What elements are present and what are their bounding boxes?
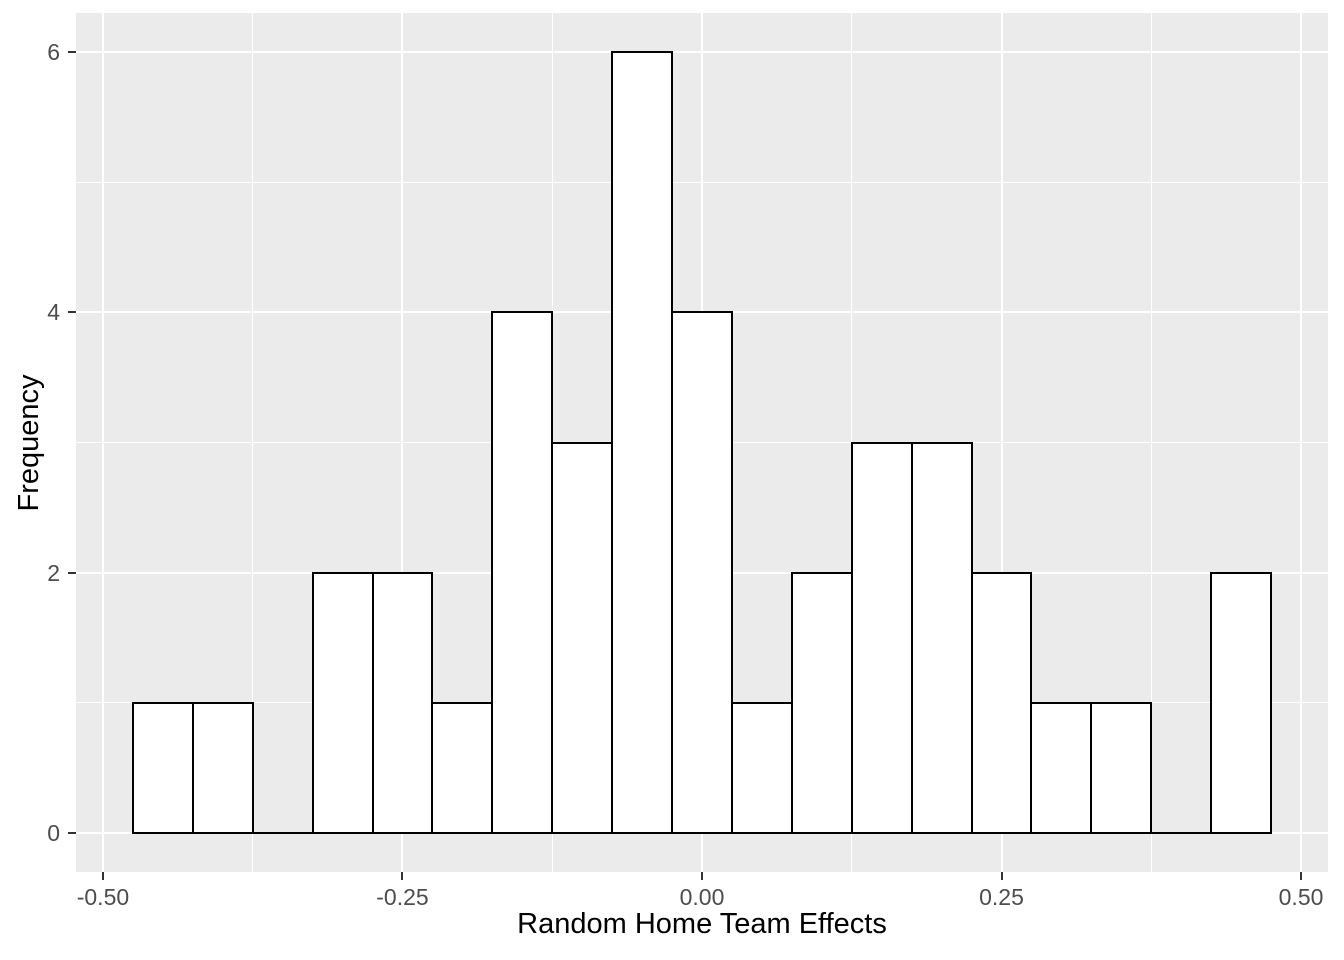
y-tick-label: 0 (47, 819, 60, 846)
y-axis-title: Frequency (13, 374, 45, 512)
histogram-bar (970, 571, 1033, 834)
plot-panel (76, 13, 1328, 872)
histogram-bar (431, 701, 494, 834)
y-tick-label: 6 (47, 39, 60, 66)
x-tick-label: 0.00 (679, 884, 725, 910)
x-axis-tick (1300, 872, 1303, 880)
x-tick-label: 0.25 (979, 884, 1024, 910)
histogram-bar (910, 441, 973, 834)
histogram-bar (1210, 571, 1273, 834)
x-axis-tick (101, 872, 104, 880)
x-axis-tick (701, 872, 703, 880)
histogram-bar (790, 571, 853, 834)
histogram-bar (671, 311, 733, 834)
histogram-bar (191, 701, 254, 834)
gridline-x-major (101, 13, 104, 872)
y-axis-tick (68, 311, 76, 314)
histogram-bar (131, 701, 194, 834)
x-tick-label: -0.50 (76, 884, 130, 910)
histogram-bar (611, 51, 674, 834)
y-axis-tick (68, 571, 76, 574)
x-axis-tick (401, 872, 404, 880)
histogram-bar (1030, 701, 1093, 834)
gridline-y-major (76, 51, 1328, 54)
histogram-bar (371, 571, 434, 834)
histogram-bar (730, 701, 793, 834)
histogram-bar (551, 441, 614, 834)
x-tick-label: -0.25 (376, 884, 429, 910)
y-axis-tick (68, 51, 76, 54)
y-tick-label: 2 (47, 559, 60, 586)
histogram-bar (311, 571, 374, 834)
gridline-x-major (1300, 13, 1303, 872)
x-axis-tick (1000, 872, 1003, 880)
histogram-bar (491, 311, 554, 834)
gridline-x-major (401, 13, 404, 872)
x-tick-label: 0.50 (1278, 884, 1324, 910)
histogram-bar (1090, 701, 1153, 834)
x-axis-title: Random Home Team Effects (517, 908, 887, 940)
gridline-x-major (1000, 13, 1003, 872)
histogram-bar-zero (1150, 831, 1213, 834)
histogram-bar (850, 441, 913, 834)
histogram-bar-zero (251, 831, 314, 834)
y-tick-label: 4 (47, 299, 60, 326)
y-axis-tick (68, 831, 76, 834)
